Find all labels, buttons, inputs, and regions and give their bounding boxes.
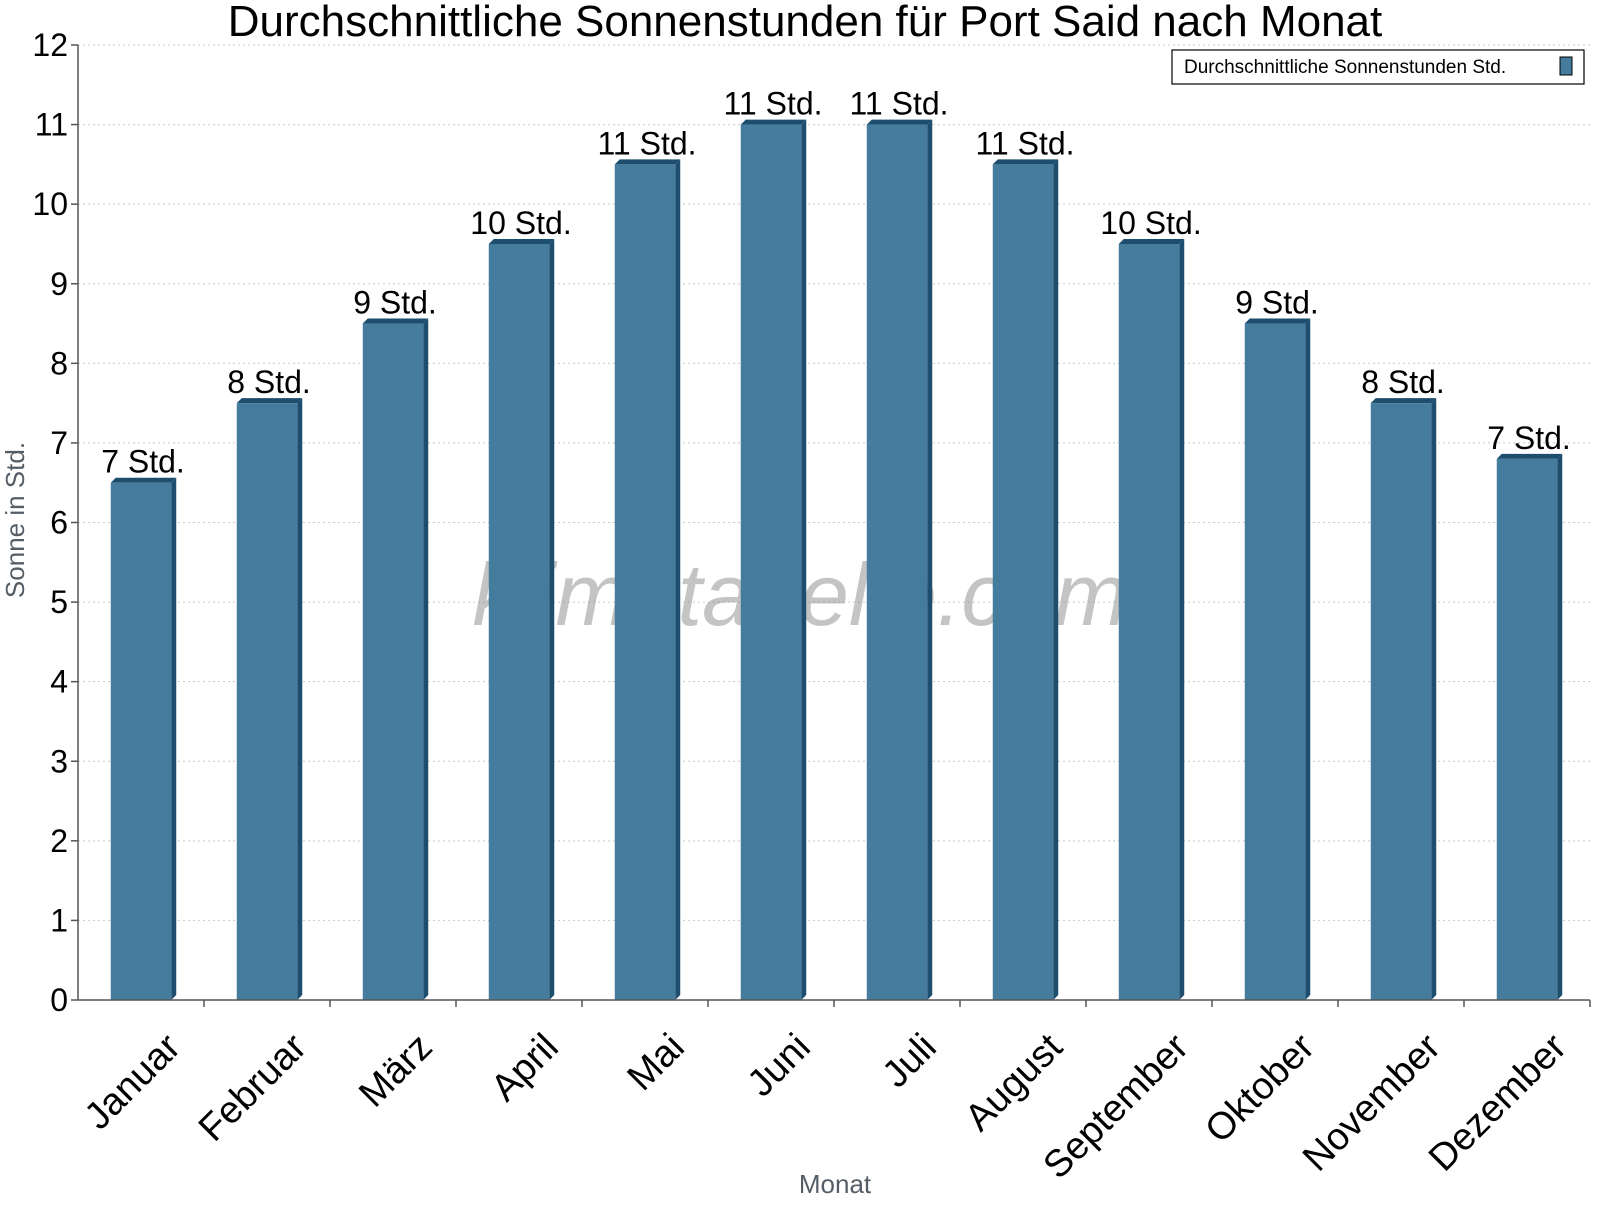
y-tick-label: 4 [50, 664, 68, 700]
bar-top [1496, 453, 1563, 459]
value-label: 10 Std. [470, 205, 571, 241]
bar-top [614, 159, 681, 165]
bar-top [1118, 238, 1185, 244]
value-label: 8 Std. [1361, 364, 1445, 400]
y-tick-label: 9 [50, 266, 68, 302]
bar [740, 124, 802, 1001]
value-label: 8 Std. [227, 364, 311, 400]
legend-swatch [1559, 56, 1573, 76]
bar-side [927, 119, 933, 1001]
bar-side [1431, 398, 1437, 1000]
bar-top [110, 477, 177, 483]
bar-side [801, 119, 807, 1001]
value-label: 9 Std. [353, 285, 437, 321]
bar-top [1370, 398, 1437, 404]
y-axis-label: Sonne in Std. [0, 442, 30, 598]
value-label: 11 Std. [975, 125, 1074, 161]
y-tick-label: 11 [35, 107, 68, 143]
bar-side [171, 477, 177, 1000]
bar-top [992, 159, 1059, 165]
value-labels: 7 Std. 8 Std. 9 Std. 10 Std. 11 Std. 11 Std. 1… [101, 86, 1571, 480]
value-label: 10 Std. [1100, 205, 1201, 241]
y-tick-label: 1 [50, 902, 68, 938]
bar-side [1179, 238, 1185, 1001]
legend: Durchschnittliche Sonnenstunden Std. [1171, 49, 1585, 85]
y-tick-label: 12 [32, 27, 68, 63]
bar [1118, 243, 1180, 1001]
bar [614, 164, 676, 1000]
bar-top [866, 119, 933, 125]
y-tick-label: 3 [50, 743, 68, 779]
grid-lines [78, 44, 1590, 921]
x-tick-label: Mai [620, 1026, 693, 1099]
bar [110, 482, 172, 1000]
y-tick-label: 7 [50, 425, 68, 461]
bar-side [297, 398, 303, 1000]
bar-side [423, 318, 429, 1001]
x-tick-label: Januar [77, 1026, 189, 1138]
value-label: 11 Std. [849, 86, 948, 122]
bar [1370, 403, 1432, 1000]
legend-label: Durchschnittliche Sonnenstunden Std. [1184, 57, 1506, 78]
bar-top [740, 119, 807, 125]
bar-side [1053, 159, 1059, 1000]
x-tick-label: August [957, 1026, 1071, 1140]
y-tick-label: 0 [50, 982, 68, 1018]
y-tick-label: 10 [32, 186, 68, 222]
bar [362, 323, 424, 1001]
bar-side [1305, 318, 1311, 1001]
value-label: 7 Std. [1487, 420, 1571, 456]
value-label: 7 Std. [101, 444, 185, 480]
bar [992, 164, 1054, 1000]
bar-side [549, 238, 555, 1001]
y-tick-label: 2 [50, 823, 68, 859]
x-tick-label: März [351, 1026, 440, 1115]
bar [488, 243, 550, 1001]
bar-top [1244, 318, 1311, 324]
bar-side [675, 159, 681, 1000]
bar-top [488, 238, 555, 244]
value-label: 9 Std. [1235, 285, 1319, 321]
x-tick-label: Oktober [1197, 1026, 1323, 1152]
bar-top [362, 318, 429, 324]
x-tick-label: Juni [740, 1026, 819, 1105]
bar-top [236, 398, 303, 404]
y-tick-label: 6 [50, 505, 68, 541]
x-tick-label: November [1295, 1026, 1449, 1180]
bars [110, 119, 1563, 1001]
bar-side [1557, 453, 1563, 1000]
chart-title: Durchschnittliche Sonnenstunden für Port… [228, 0, 1382, 46]
x-tick-label: Dezember [1421, 1026, 1575, 1180]
bar [236, 403, 298, 1000]
x-axis-label: Monat [799, 1169, 872, 1199]
x-tick-label: Juli [875, 1026, 945, 1096]
y-tick-label: 5 [50, 584, 68, 620]
bar [1496, 458, 1558, 1000]
legend-box [1171, 49, 1585, 85]
x-tick-label: April [483, 1026, 566, 1109]
value-label: 11 Std. [723, 86, 822, 122]
value-label: 11 Std. [597, 125, 696, 161]
x-tick-label: Februar [191, 1026, 315, 1150]
bar [1244, 323, 1306, 1001]
y-tick-label: 8 [50, 345, 68, 381]
bar [866, 124, 928, 1001]
